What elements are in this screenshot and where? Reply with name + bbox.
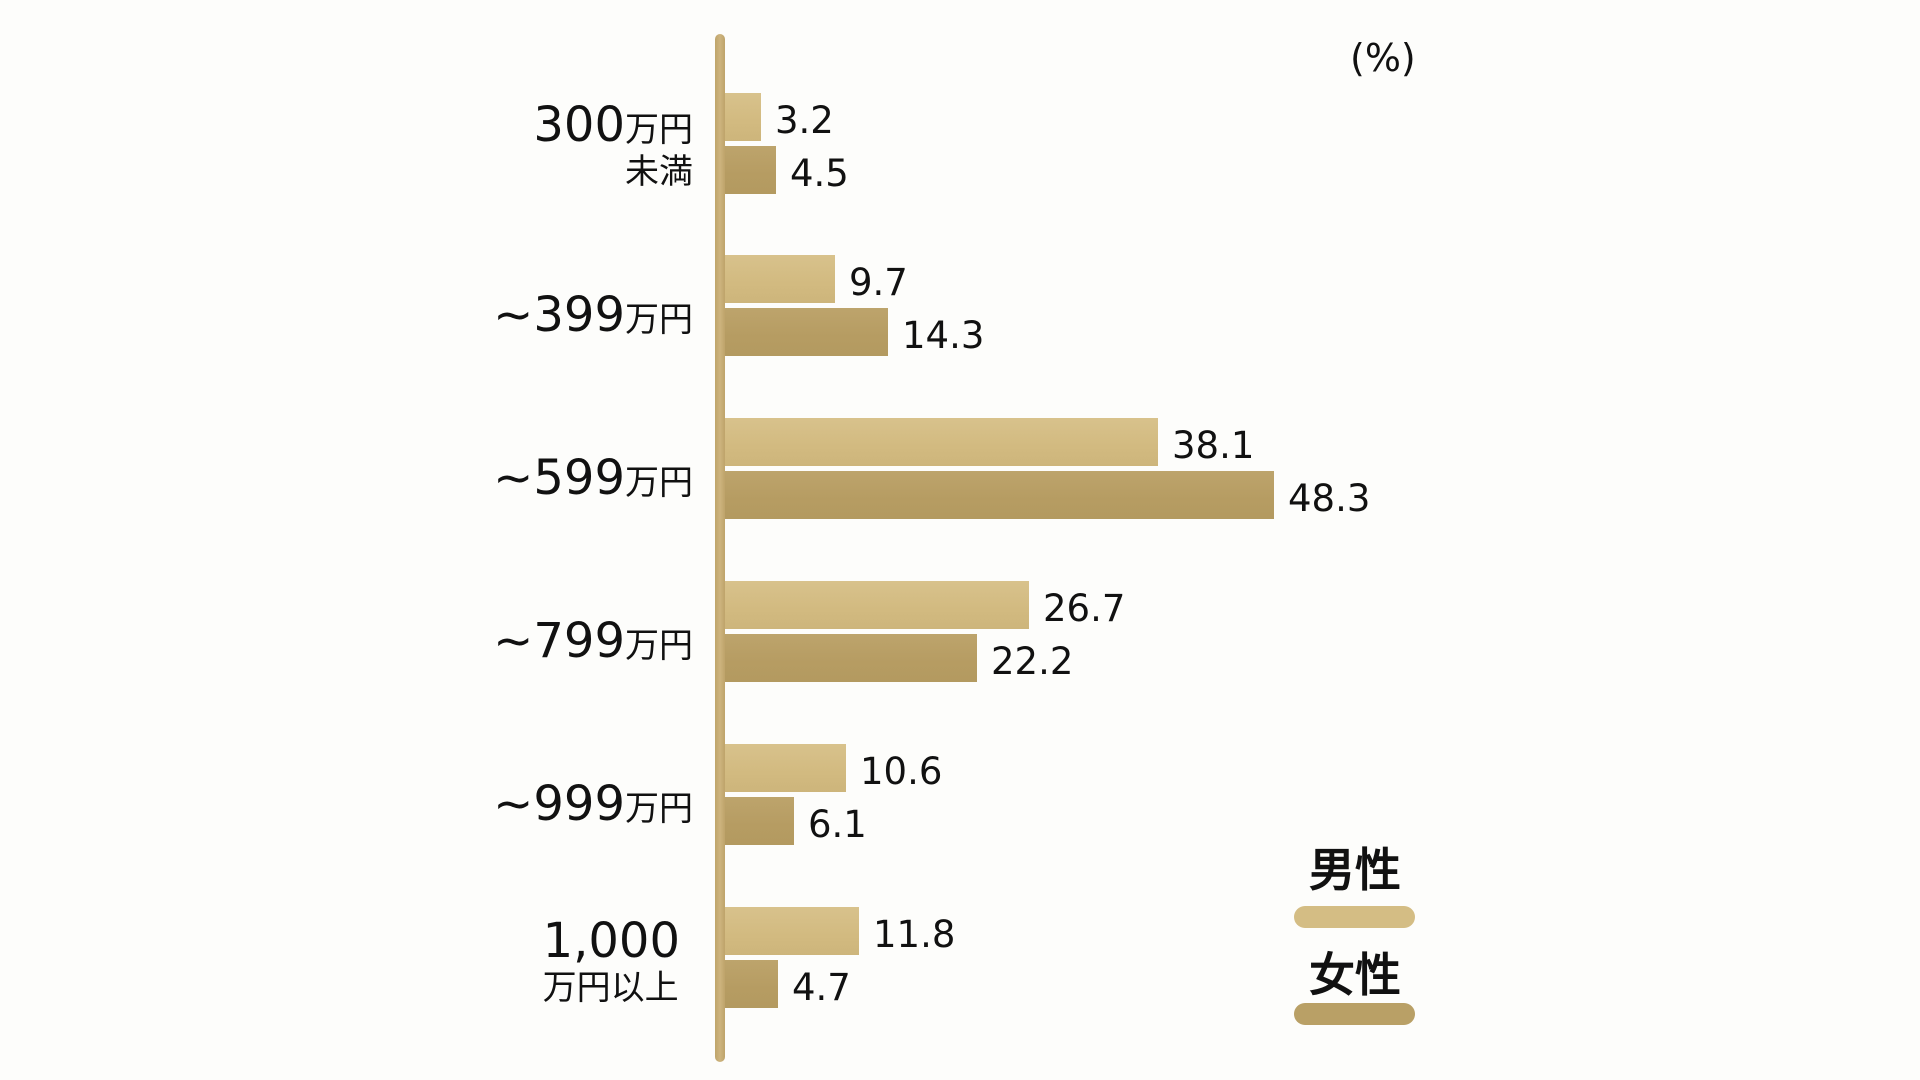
value-label-male: 38.1 xyxy=(1172,424,1255,467)
category-label-line1: ~599万円 xyxy=(493,450,693,506)
category-unit: 万円 xyxy=(625,463,693,503)
legend-label-female: 女性 xyxy=(1309,948,1401,1002)
value-label-female: 4.5 xyxy=(790,152,849,195)
bar-female xyxy=(725,471,1274,519)
value-label-male: 10.6 xyxy=(860,750,943,793)
value-label-female: 48.3 xyxy=(1288,477,1371,520)
category-row: ~599万円 38.1 48.3 xyxy=(0,418,1920,528)
category-row: ~999万円 10.6 6.1 xyxy=(0,744,1920,854)
bar-male xyxy=(725,744,846,792)
category-label: ~999万円 xyxy=(493,776,693,832)
value-label-male: 9.7 xyxy=(849,261,908,304)
category-label-line1: 300万円 xyxy=(533,97,693,153)
y-axis-line xyxy=(715,34,725,1062)
category-unit: 万円 xyxy=(625,789,693,829)
category-row: 1,000 万円以上 11.8 4.7 xyxy=(0,907,1920,1017)
category-unit: 万円 xyxy=(625,300,693,340)
value-label-male: 26.7 xyxy=(1043,587,1126,630)
category-label: ~599万円 xyxy=(493,450,693,506)
category-label-line1: ~399万円 xyxy=(493,287,693,343)
bar-male xyxy=(725,255,835,303)
bar-female xyxy=(725,308,888,356)
bar-male xyxy=(725,93,761,141)
category-number: 1,000 xyxy=(542,913,680,969)
category-number: ~799 xyxy=(493,613,625,669)
value-label-female: 4.7 xyxy=(792,966,851,1009)
value-label-male: 3.2 xyxy=(775,99,834,142)
category-row: 300万円 未満 3.2 4.5 xyxy=(0,93,1920,203)
value-label-female: 14.3 xyxy=(902,314,985,357)
category-unit: 万円 xyxy=(625,110,693,150)
bar-female xyxy=(725,634,977,682)
bar-female xyxy=(725,960,778,1008)
category-number: ~399 xyxy=(493,287,625,343)
legend-swatch-female xyxy=(1294,1003,1415,1025)
category-label-line2: 万円以上 xyxy=(542,968,679,1008)
bar-male xyxy=(725,581,1029,629)
category-unit: 万円 xyxy=(625,626,693,666)
category-label: 300万円 未満 xyxy=(533,97,693,191)
bar-male xyxy=(725,418,1158,466)
category-label: 1,000 万円以上 xyxy=(543,913,680,1007)
bar-female xyxy=(725,146,776,194)
category-label-line1: 1,000 xyxy=(543,913,680,969)
category-number: ~599 xyxy=(493,450,625,506)
legend-swatch-male xyxy=(1294,906,1415,928)
category-label: ~399万円 xyxy=(493,287,693,343)
unit-label: (%) xyxy=(1350,36,1416,80)
category-label-line2: 未満 xyxy=(625,152,693,192)
legend-label-male: 男性 xyxy=(1309,843,1401,897)
category-row: ~399万円 9.7 14.3 xyxy=(0,255,1920,365)
bar-male xyxy=(725,907,859,955)
value-label-female: 22.2 xyxy=(991,640,1074,683)
category-label-line1: ~999万円 xyxy=(493,776,693,832)
value-label-male: 11.8 xyxy=(873,913,956,956)
bar-female xyxy=(725,797,794,845)
category-number: ~999 xyxy=(493,776,625,832)
value-label-female: 6.1 xyxy=(808,803,867,846)
category-row: ~799万円 26.7 22.2 xyxy=(0,581,1920,691)
category-number: 300 xyxy=(533,97,625,153)
category-label-line1: ~799万円 xyxy=(493,613,693,669)
category-label: ~799万円 xyxy=(493,613,693,669)
